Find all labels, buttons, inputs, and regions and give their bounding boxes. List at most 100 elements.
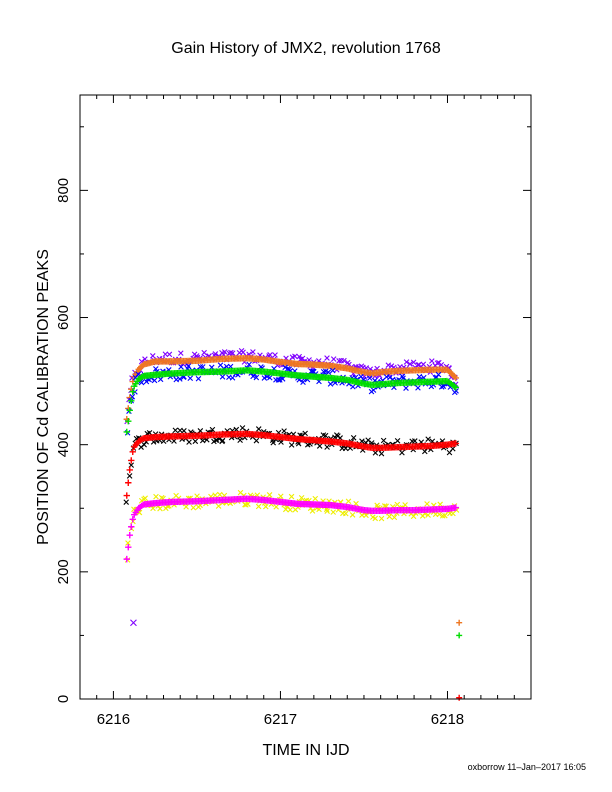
- data-point-x: [201, 349, 207, 356]
- data-point-x: [157, 505, 163, 512]
- data-point-x: [386, 513, 393, 520]
- data-point-x: [278, 439, 284, 445]
- data-point-x: [300, 379, 306, 386]
- data-point-x: [270, 439, 277, 446]
- data-point-x: [330, 509, 337, 515]
- data-point-x: [366, 375, 373, 381]
- data-point-x: [324, 355, 330, 361]
- data-point-x: [442, 512, 448, 519]
- data-point-x: [126, 408, 132, 415]
- data-point-x: [217, 491, 223, 498]
- data-point-x: [349, 512, 356, 518]
- data-point-x: [394, 437, 401, 444]
- data-point-x: [429, 358, 435, 364]
- data-point-x: [277, 493, 284, 500]
- data-point-plus: [452, 504, 460, 511]
- data-point-x: [324, 444, 330, 450]
- axis-ticks: 6216 6217 6218 0 200 400 600 800: [55, 95, 531, 728]
- data-point-plus: [452, 374, 460, 382]
- data-point-x: [212, 492, 218, 498]
- data-point-x: [302, 430, 308, 437]
- y-tick-label: 0: [55, 695, 72, 703]
- data-point-plus: [126, 532, 133, 539]
- data-point-x: [178, 350, 184, 356]
- data-point-x: [166, 351, 173, 358]
- data-point-x: [425, 436, 431, 442]
- data-point-x: [172, 427, 179, 434]
- y-tick-label: 400: [55, 432, 72, 457]
- data-point-x: [378, 515, 385, 522]
- chart-marks: [123, 347, 463, 701]
- data-point-x: [370, 387, 377, 393]
- data-point-x: [345, 498, 352, 505]
- data-point-x: [288, 493, 295, 500]
- data-point-x: [213, 437, 220, 444]
- data-point-plus: [456, 632, 463, 639]
- data-point-plus: [125, 479, 132, 486]
- y-tick-label: 800: [55, 178, 72, 203]
- data-point-x: [255, 503, 262, 510]
- data-point-x: [246, 361, 252, 368]
- data-point-x: [387, 374, 393, 381]
- x-tick-label: 6217: [264, 711, 297, 728]
- footer-credit: oxborrow 11–Jan–2017 16:05: [468, 762, 586, 772]
- data-point-x: [142, 495, 148, 501]
- data-point-plus: [123, 555, 130, 563]
- chart-title: Gain History of JMX2, revolution 1768: [171, 40, 441, 57]
- data-point-x: [266, 374, 273, 381]
- data-point-x: [229, 375, 236, 381]
- data-point-x: [350, 435, 357, 441]
- y-tick-label: 200: [55, 559, 72, 584]
- data-point-x: [410, 359, 417, 366]
- data-point-x: [399, 449, 405, 456]
- data-point-x: [126, 473, 133, 479]
- data-point-x: [436, 511, 443, 518]
- data-point-x: [178, 364, 184, 370]
- data-point-x: [378, 450, 385, 457]
- data-point-x: [365, 437, 371, 443]
- data-point-x: [153, 493, 159, 500]
- data-point-x: [342, 510, 349, 517]
- data-point-x: [150, 505, 156, 512]
- data-point-x: [221, 349, 228, 355]
- data-point-x: [292, 353, 298, 360]
- data-point-x: [329, 367, 336, 374]
- data-point-x: [403, 359, 410, 365]
- data-point-x: [183, 504, 189, 510]
- data-point-x: [341, 357, 347, 364]
- data-point-x: [440, 383, 447, 389]
- data-point-x: [237, 437, 243, 443]
- data-point-x: [424, 501, 430, 507]
- data-point-x: [124, 557, 131, 563]
- x-axis-label: TIME IN IJD: [262, 742, 349, 759]
- data-point-x: [185, 363, 192, 369]
- data-point-x: [261, 375, 268, 381]
- data-point-x: [435, 371, 442, 378]
- data-point-x: [415, 385, 421, 391]
- data-point-x: [316, 443, 323, 449]
- data-point-plus: [456, 694, 463, 701]
- data-point-x: [157, 376, 164, 383]
- data-point-x: [219, 374, 226, 380]
- data-point-x: [151, 377, 158, 384]
- data-point-x: [299, 355, 306, 362]
- data-point-x: [149, 353, 156, 359]
- data-point-x: [402, 502, 408, 508]
- data-point-plus: [128, 457, 135, 464]
- data-point-x: [287, 507, 293, 513]
- data-point-x: [324, 508, 330, 514]
- data-point-plus: [123, 492, 130, 499]
- data-point-plus: [129, 388, 136, 395]
- data-point-plus: [128, 523, 135, 530]
- data-point-x: [123, 499, 130, 505]
- data-point-x: [403, 385, 409, 391]
- data-point-x: [245, 501, 251, 507]
- data-point-x: [336, 358, 342, 364]
- x-tick-label: 6218: [431, 711, 464, 728]
- data-point-plus: [126, 407, 133, 414]
- data-point-x: [422, 448, 428, 455]
- data-point-plus: [456, 619, 463, 626]
- data-point-x: [128, 462, 135, 468]
- data-point-x: [425, 512, 431, 518]
- data-point-x: [282, 506, 289, 513]
